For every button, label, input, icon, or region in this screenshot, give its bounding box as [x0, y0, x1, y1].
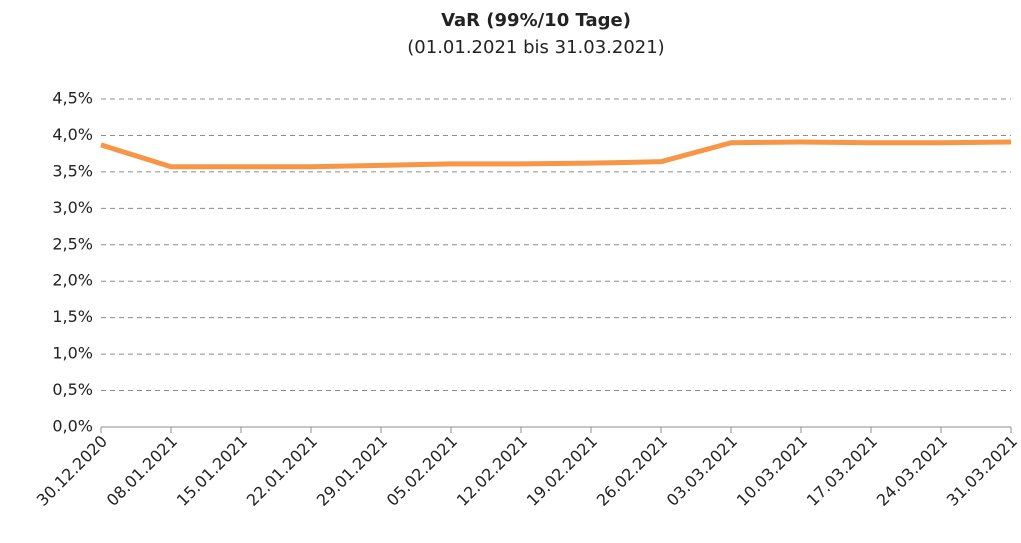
y-tick-label: 3,0%	[52, 198, 93, 217]
x-tick-label: 26.02.2021	[593, 432, 671, 510]
series-line	[100, 139, 1012, 170]
y-tick-label: 3,5%	[52, 161, 93, 180]
x-tick-label: 17.03.2021	[803, 432, 881, 510]
x-tick-label: 10.03.2021	[733, 432, 811, 510]
x-tick-label: 22.01.2021	[243, 432, 321, 510]
y-tick-label: 2,0%	[52, 271, 93, 290]
y-tick-label: 0,5%	[52, 380, 93, 399]
x-tick-label: 08.01.2021	[103, 432, 181, 510]
x-tick-label: 29.01.2021	[313, 432, 391, 510]
x-tick-label: 05.02.2021	[383, 432, 461, 510]
x-tick-label: 12.02.2021	[453, 432, 531, 510]
x-tick-label: 19.02.2021	[523, 432, 601, 510]
y-tick-label: 1,0%	[52, 344, 93, 363]
y-tick-label: 4,0%	[52, 125, 93, 144]
x-tick-label: 15.01.2021	[173, 432, 251, 510]
y-tick-label: 4,5%	[52, 89, 93, 108]
y-tick-label: 0,0%	[52, 417, 93, 436]
chart-subtitle: (01.01.2021 bis 31.03.2021)	[407, 37, 664, 58]
y-tick-label: 2,5%	[52, 234, 93, 253]
x-tick-label: 24.03.2021	[873, 432, 951, 510]
y-tick-label: 1,5%	[52, 307, 93, 326]
x-tick-label: 30.12.2020	[33, 432, 111, 510]
chart-title: VaR (99%/10 Tage)	[441, 10, 631, 31]
x-tick-label: 03.03.2021	[663, 432, 741, 510]
x-tick-label: 31.03.2021	[943, 432, 1021, 510]
